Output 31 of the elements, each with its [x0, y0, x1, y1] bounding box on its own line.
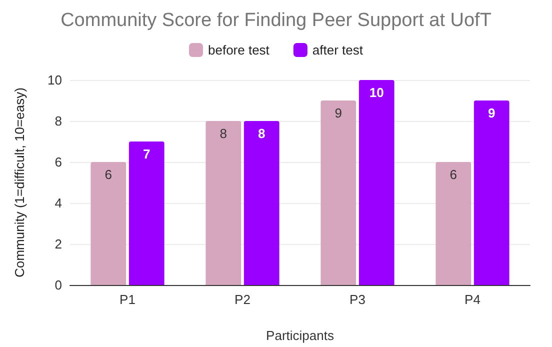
bar — [358, 80, 394, 285]
data-label: 6 — [104, 167, 112, 182]
y-tick-label: 10 — [48, 72, 62, 88]
data-label: 7 — [142, 146, 150, 162]
data-label: 8 — [258, 126, 266, 141]
bar — [90, 162, 126, 285]
y-tick-label: 8 — [54, 114, 62, 128]
legend-label: before test — [208, 42, 270, 58]
bar — [436, 162, 472, 285]
legend-label: after test — [312, 42, 364, 58]
x-axis-title: Participants — [266, 328, 334, 343]
y-tick-label: 6 — [54, 154, 62, 170]
y-axis-title: Community (1=difficult, 10=easy) — [12, 88, 27, 278]
bar — [244, 121, 280, 285]
data-label: 10 — [369, 85, 384, 100]
bar — [128, 142, 164, 285]
bar — [474, 100, 510, 285]
data-label: 8 — [220, 126, 228, 141]
x-tick-label: P4 — [464, 292, 480, 307]
data-label: 9 — [488, 106, 496, 120]
bar — [320, 100, 356, 285]
x-tick-label: P3 — [350, 292, 366, 307]
y-tick-label: 2 — [54, 236, 62, 252]
y-tick-label: 4 — [54, 196, 62, 210]
data-label: 6 — [450, 167, 458, 182]
chart-title: Community Score for Finding Peer Support at UofT — [60, 10, 492, 31]
x-tick-label: P2 — [234, 292, 250, 307]
y-tick-label: 0 — [54, 278, 62, 292]
bar — [206, 121, 242, 285]
x-tick-label: P1 — [120, 292, 136, 307]
data-label: 9 — [334, 106, 342, 120]
